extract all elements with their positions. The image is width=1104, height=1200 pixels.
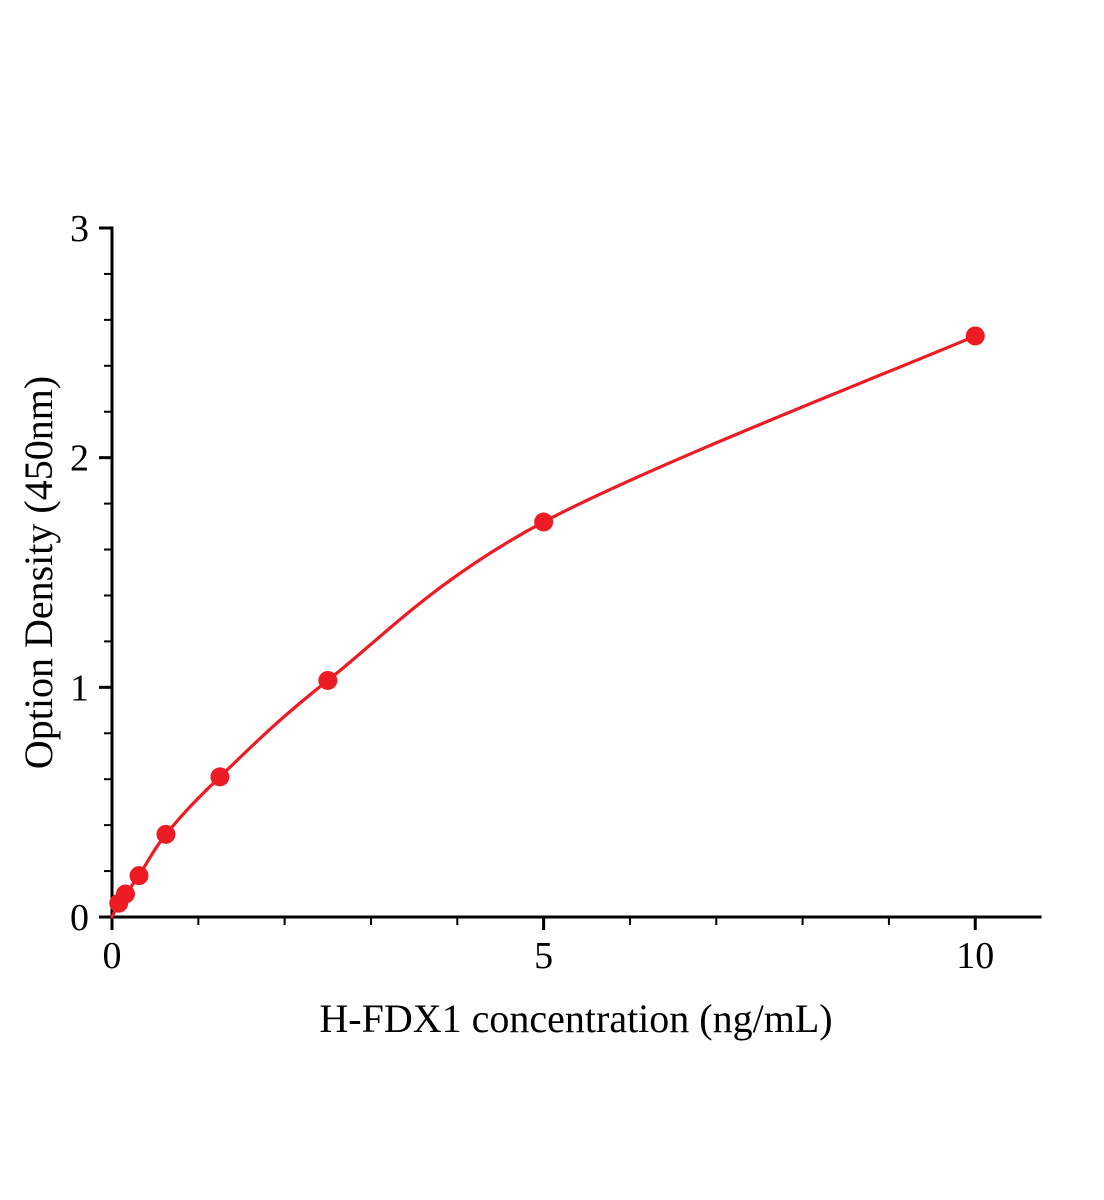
data-point-marker — [318, 670, 338, 690]
y-axis-tick-label: 2 — [70, 438, 89, 480]
x-axis-tick-label: 0 — [103, 935, 122, 977]
data-point-marker — [210, 767, 230, 787]
y-axis-title: Option Density (450nm) — [16, 376, 61, 769]
y-axis-tick-label: 1 — [70, 667, 89, 709]
x-axis-title: H-FDX1 concentration (ng/mL) — [319, 996, 832, 1041]
x-axis-tick-label: 10 — [956, 935, 994, 977]
y-axis-tick-label: 3 — [70, 208, 89, 250]
data-point-marker — [156, 824, 176, 844]
data-point-marker — [115, 884, 135, 904]
y-axis-tick-label: 0 — [70, 897, 89, 939]
standard-curve-line — [110, 334, 977, 919]
data-point-marker — [129, 866, 149, 886]
data-point-marker — [965, 326, 985, 346]
x-axis-tick-label: 5 — [534, 935, 553, 977]
data-point-marker — [534, 512, 554, 532]
